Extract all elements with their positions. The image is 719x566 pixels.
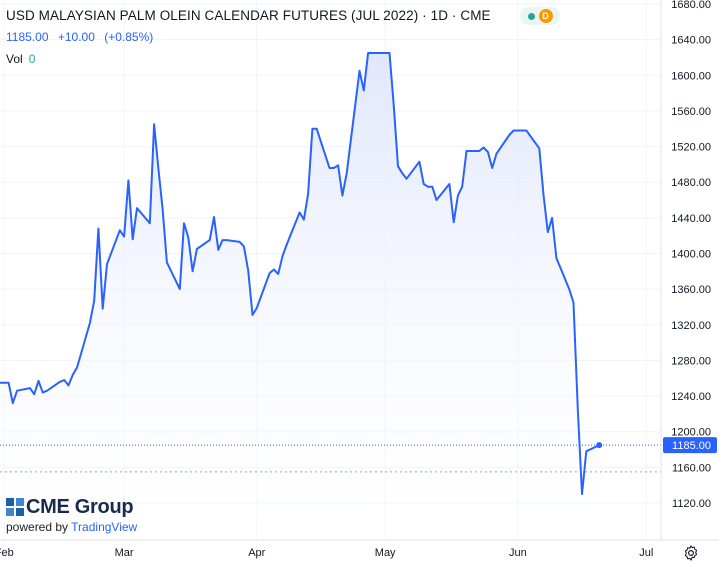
y-tick-label: 1240.00 — [671, 391, 711, 403]
x-tick-label: Apr — [248, 547, 265, 559]
market-status-pill[interactable]: D — [520, 7, 560, 25]
series-line — [0, 52, 661, 496]
powered-by: powered by TradingView — [6, 520, 137, 534]
y-tick-label: 1120.00 — [672, 498, 711, 510]
last-price-label: 1185.00 — [672, 440, 711, 452]
volume-value: 0 — [28, 52, 36, 66]
x-tick-label: Feb — [0, 547, 14, 559]
y-tick-label: 1600.00 — [671, 70, 711, 82]
x-tick-label: May — [375, 547, 396, 559]
price-change-pct: (+0.85%) — [104, 30, 154, 44]
y-tick-label: 1200.00 — [671, 427, 711, 439]
powered-brand: TradingView — [71, 520, 138, 534]
y-tick-label: 1440.00 — [671, 213, 711, 225]
cme-globe-icon — [6, 498, 24, 516]
volume-label: Vol — [6, 52, 23, 66]
y-tick-label: 1320.00 — [671, 320, 711, 332]
y-tick-label: 1280.00 — [671, 355, 711, 367]
series-path — [0, 52, 600, 496]
y-tick-label: 1640.00 — [671, 35, 711, 47]
y-tick-label: 1160.00 — [672, 462, 711, 474]
market-open-icon — [527, 12, 535, 20]
chart-title: USD MALAYSIAN PALM OLEIN CALENDAR FUTURE… — [6, 8, 491, 23]
last-price: 1185.00 — [6, 30, 49, 44]
powered-prefix: powered by — [6, 520, 69, 534]
gear-icon[interactable] — [682, 544, 700, 562]
price-change: +10.00 — [57, 30, 95, 44]
y-tick-label: 1560.00 — [671, 106, 711, 118]
y-tick-label: 1520.00 — [671, 142, 711, 154]
last-point-marker — [596, 442, 603, 449]
y-tick-label: 1680.00 — [671, 0, 711, 11]
series-area — [0, 53, 600, 540]
y-tick-label: 1400.00 — [671, 249, 711, 261]
x-tick-label: Jun — [509, 547, 527, 559]
delayed-badge: D — [538, 9, 553, 23]
area-fill — [0, 53, 600, 540]
time-axis: Feb Mar Apr May Jun Jul — [0, 547, 653, 559]
price-axis: 1120.00 1160.00 1200.00 1240.00 1280.00 1320.… — [0, 0, 719, 541]
y-tick-label: 1480.00 — [671, 177, 711, 189]
x-tick-label: Mar — [115, 547, 134, 559]
quote-line: 1185.00 +10.00 (+0.85%) — [6, 30, 159, 44]
volume-legend: Vol 0 — [6, 52, 35, 66]
y-tick-label: 1360.00 — [671, 284, 711, 296]
logo-brand: CME Group — [26, 496, 134, 518]
last-price-label-bg — [663, 437, 717, 454]
x-tick-label: Jul — [639, 547, 653, 559]
